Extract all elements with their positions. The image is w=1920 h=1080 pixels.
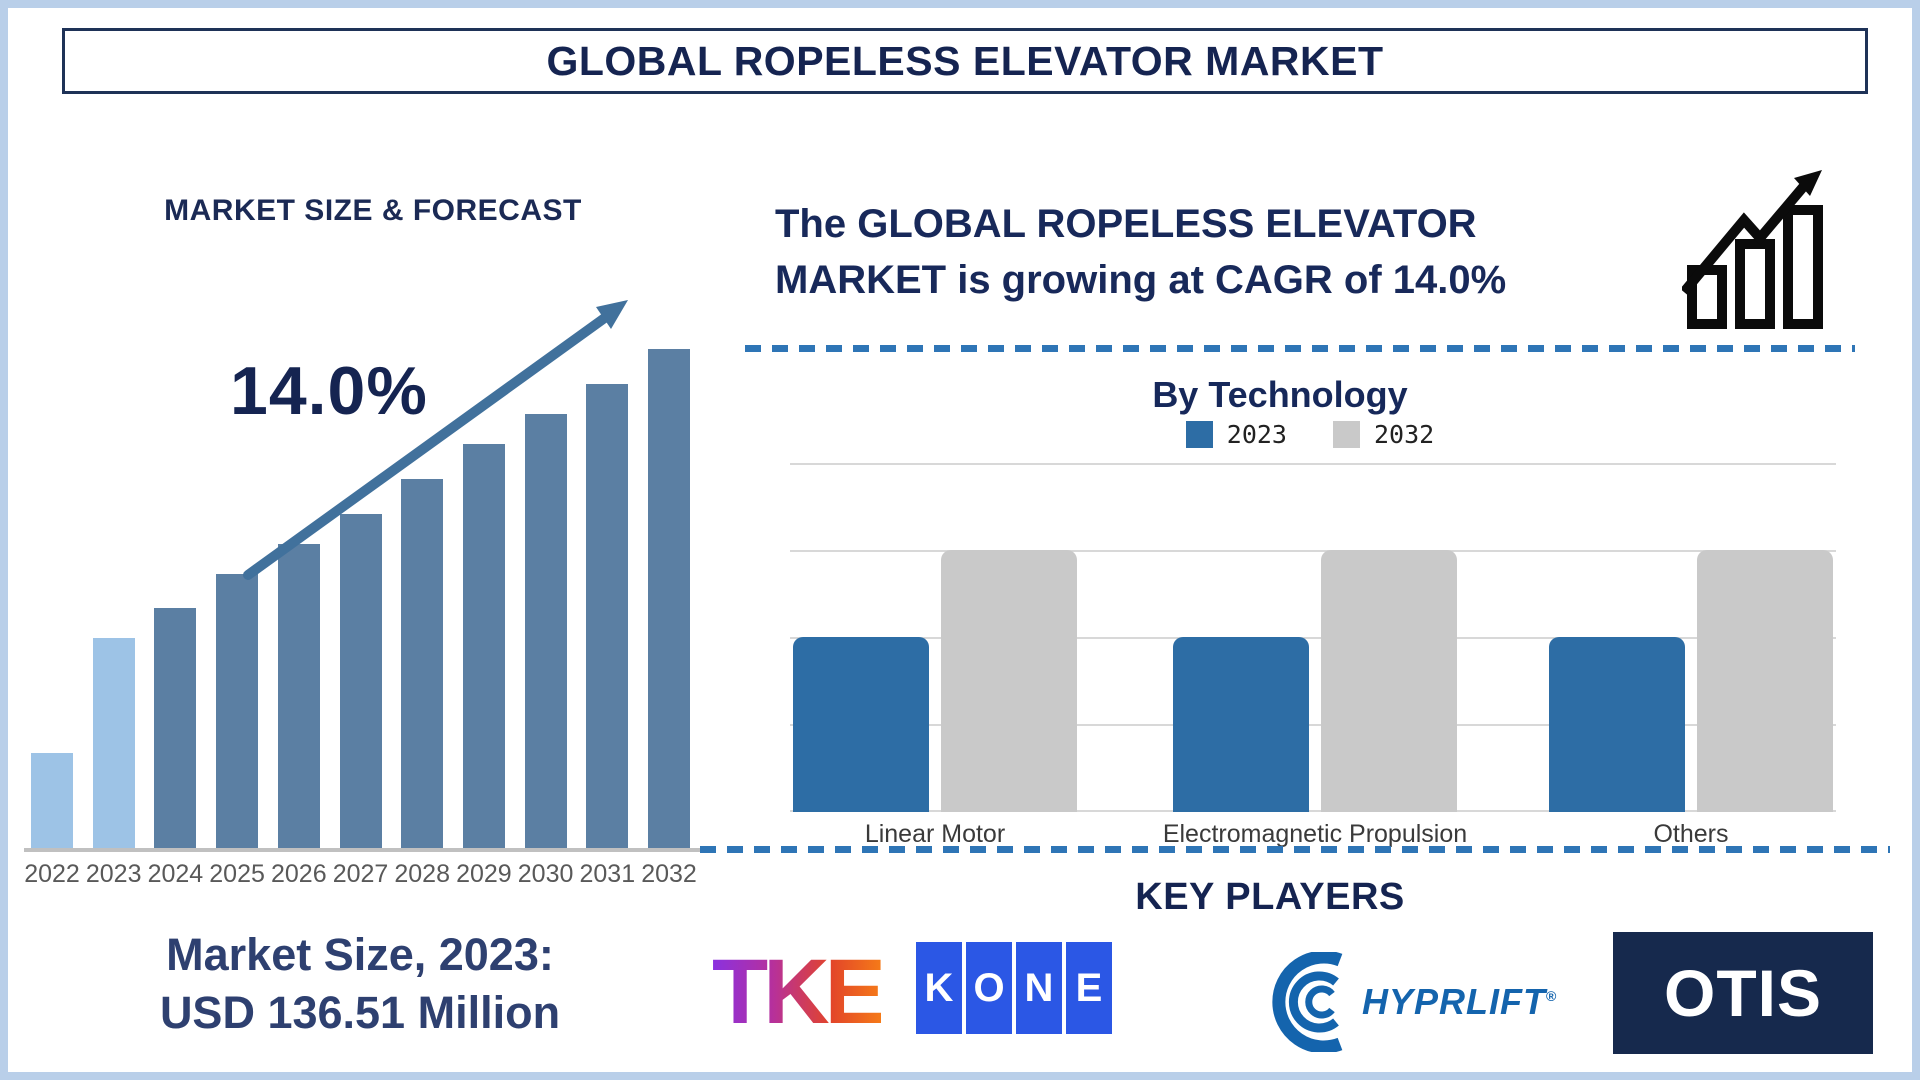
gridline — [790, 637, 1836, 639]
legend-swatch-2032 — [1333, 421, 1360, 448]
forecast-bar-2030 — [524, 414, 567, 848]
growth-statement-line2: MARKET is growing at CAGR of 14.0% — [775, 258, 1507, 302]
growth-statement: The GLOBAL ROPELESS ELEVATOR MARKET is g… — [775, 196, 1506, 308]
market-size-line1: Market Size, 2023: — [166, 929, 554, 980]
dashed-separator-top — [745, 345, 1855, 352]
category-label-1: Electromagnetic Propulsion — [1162, 820, 1468, 848]
tech-bar-2032-2 — [1697, 550, 1833, 812]
kone-letter-N: N — [1016, 942, 1062, 1034]
forecast-bar-2027 — [339, 514, 382, 848]
otis-wordmark: OTIS — [1663, 956, 1822, 1030]
by-technology-chart — [790, 463, 1836, 812]
tke-logo: TKE — [712, 936, 886, 1048]
forecast-bar-2026 — [277, 544, 320, 848]
kone-letter-O: O — [966, 942, 1012, 1034]
otis-logo: OTIS — [1613, 932, 1873, 1054]
forecast-bar-2024 — [154, 608, 197, 848]
gridline — [790, 724, 1836, 726]
by-technology-category-labels: Linear Motor Electromagnetic Propulsion Ot… — [790, 820, 1836, 850]
tech-bar-2032-1 — [1321, 550, 1457, 812]
year-label-2022: 2022 — [24, 860, 80, 888]
legend-swatch-2023 — [1185, 421, 1213, 448]
by-technology-legend: 2023 2032 — [1150, 420, 1470, 449]
hyprlift-logo: HYPRLIFT® — [1260, 952, 1557, 1052]
infographic-page: GLOBAL ROPELESS ELEVATOR MARKET MARKET S… — [8, 8, 1912, 1072]
page-title: GLOBAL ROPELESS ELEVATOR MARKET — [546, 37, 1384, 84]
by-technology-heading: By Technology — [1152, 374, 1408, 415]
title-box: GLOBAL ROPELESS ELEVATOR MARKET — [62, 28, 1868, 94]
forecast-bar-2032 — [648, 349, 690, 848]
key-players-heading: KEY PLAYERS — [1135, 876, 1405, 918]
gridline — [790, 550, 1836, 552]
category-label-0: Linear Motor — [864, 820, 1006, 848]
hyprlift-swirl-icon — [1272, 952, 1343, 1052]
tech-bar-2023-2 — [1549, 637, 1685, 812]
tech-bar-2023-1 — [1173, 637, 1309, 812]
forecast-bar-2029 — [462, 444, 505, 848]
market-size-forecast-heading: MARKET SIZE & FORECAST — [164, 194, 582, 227]
registered-mark: ® — [1546, 988, 1558, 1004]
year-label-2026: 2026 — [270, 860, 327, 888]
forecast-bar-2023 — [92, 638, 135, 848]
baseline — [790, 810, 1836, 812]
growth-trend-arrow — [243, 300, 628, 580]
year-label-2028: 2028 — [394, 860, 450, 888]
year-label-2029: 2029 — [456, 860, 512, 888]
year-label-2023: 2023 — [85, 860, 142, 888]
kone-letter-E: E — [1066, 942, 1112, 1034]
legend-label-2023: 2023 — [1226, 420, 1287, 449]
growth-chart-icon — [1682, 170, 1823, 329]
forecast-bar-2031 — [586, 384, 629, 848]
forecast-bar-2025 — [216, 574, 259, 848]
market-size-line2: USD 136.51 Million — [159, 987, 561, 1038]
gridline — [790, 463, 1836, 465]
year-label-2032: 2032 — [641, 860, 697, 888]
tech-bar-2023-0 — [793, 637, 929, 812]
legend-label-2032: 2032 — [1374, 420, 1435, 449]
legend-item-2023: 2023 — [1185, 420, 1287, 449]
forecast-bar-2028 — [401, 479, 444, 848]
year-axis: 2022 2023 2024 2025 2026 2027 2028 2029 2030 2031… — [24, 860, 700, 890]
year-label-2031: 2031 — [579, 860, 636, 888]
legend-item-2032: 2032 — [1333, 420, 1434, 449]
tech-bar-2032-0 — [941, 550, 1077, 812]
year-label-2024: 2024 — [147, 860, 204, 888]
category-label-2: Others — [1653, 820, 1729, 848]
market-size-caption: Market Size, 2023: USD 136.51 Million — [70, 926, 650, 1042]
hyprlift-wordmark: HYPRLIFT® — [1362, 981, 1558, 1022]
dashed-separator-bottom — [700, 846, 1890, 853]
market-size-forecast-chart — [24, 340, 700, 852]
year-label-2027: 2027 — [332, 860, 389, 888]
forecast-bar-2022 — [31, 753, 73, 848]
year-label-2025: 2025 — [209, 860, 265, 888]
kone-letter-K: K — [916, 942, 962, 1034]
cagr-annotation: 14.0% — [230, 353, 428, 429]
year-label-2030: 2030 — [517, 860, 574, 888]
growth-statement-line1: The GLOBAL ROPELESS ELEVATOR — [775, 202, 1477, 246]
